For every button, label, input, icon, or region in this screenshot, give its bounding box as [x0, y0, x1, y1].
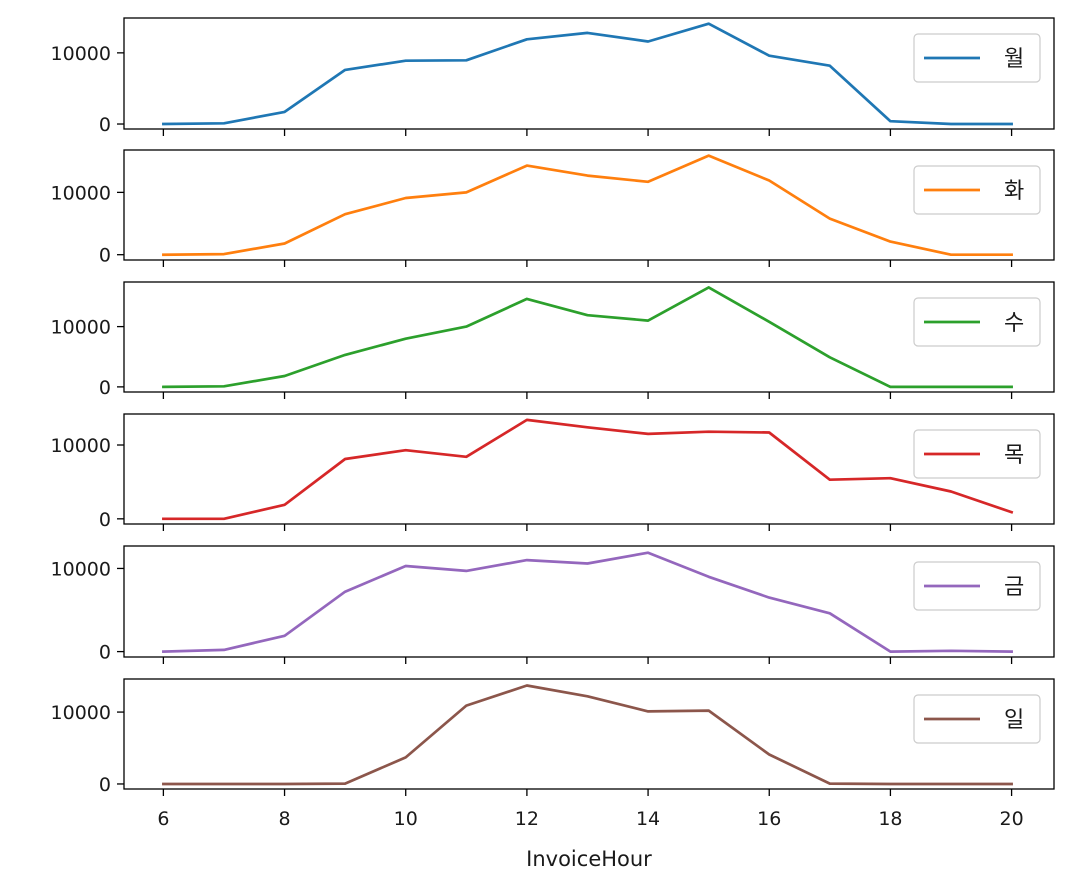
- x-tick-label: 18: [878, 808, 902, 830]
- y-tick-label: 10000: [51, 558, 111, 580]
- y-tick-label: 0: [99, 509, 111, 531]
- legend: 수: [913, 297, 1041, 347]
- y-tick-label: 0: [99, 377, 111, 399]
- x-tick-label: 8: [279, 808, 291, 830]
- y-tick-label: 0: [99, 245, 111, 267]
- subplot-6: 0 10000 일: [51, 678, 1055, 796]
- y-tick-label: 10000: [51, 317, 111, 339]
- series-line-2: [162, 154, 1013, 257]
- y-tick-label: 10000: [51, 43, 111, 65]
- legend: 목: [913, 429, 1041, 479]
- subplot-frame: [123, 281, 1055, 393]
- y-tick-label: 0: [99, 114, 111, 136]
- subplot-frame: [123, 149, 1055, 261]
- legend-label: 금: [1004, 575, 1024, 600]
- legend-label: 일: [1004, 708, 1024, 733]
- subplot-2: 0 10000 화: [51, 149, 1055, 267]
- series-line-5: [162, 551, 1013, 653]
- y-tick-label: 10000: [51, 182, 111, 204]
- subplot-frame: [123, 17, 1055, 130]
- series-line-4: [162, 418, 1014, 521]
- legend: 화: [913, 165, 1041, 215]
- y-tick-label: 0: [99, 774, 111, 796]
- legend: 일: [913, 694, 1041, 744]
- series-line-6: [162, 684, 1013, 786]
- legend-label: 화: [1004, 179, 1024, 204]
- y-tick-label: 10000: [51, 702, 111, 724]
- subplot-4: 0 10000 목: [51, 413, 1055, 531]
- y-tick-label: 10000: [51, 435, 111, 457]
- x-tick-label: 14: [636, 808, 660, 830]
- x-tick-label: 10: [394, 808, 418, 830]
- series-line-1: [162, 22, 1013, 126]
- x-axis-title: InvoiceHour: [526, 847, 652, 871]
- x-tick-label: 6: [157, 808, 169, 830]
- subplot-frame: [123, 545, 1055, 658]
- legend-label: 목: [1004, 443, 1024, 468]
- legend-label: 월: [1004, 47, 1024, 72]
- subplot-3: 0 10000 수: [51, 281, 1055, 399]
- legend: 금: [913, 561, 1041, 611]
- x-tick-label: 20: [999, 808, 1023, 830]
- subplot-1: 0 10000 월: [51, 17, 1055, 136]
- subplot-5: 0 10000 금: [51, 545, 1055, 664]
- y-tick-label: 0: [99, 642, 111, 664]
- subplot-frame: [123, 678, 1055, 790]
- x-tick-label: 16: [757, 808, 781, 830]
- legend-label: 수: [1004, 311, 1024, 336]
- series-line-3: [162, 286, 1013, 389]
- x-tick-label: 12: [515, 808, 539, 830]
- subplot-frame: [123, 413, 1055, 525]
- legend: 월: [913, 33, 1041, 83]
